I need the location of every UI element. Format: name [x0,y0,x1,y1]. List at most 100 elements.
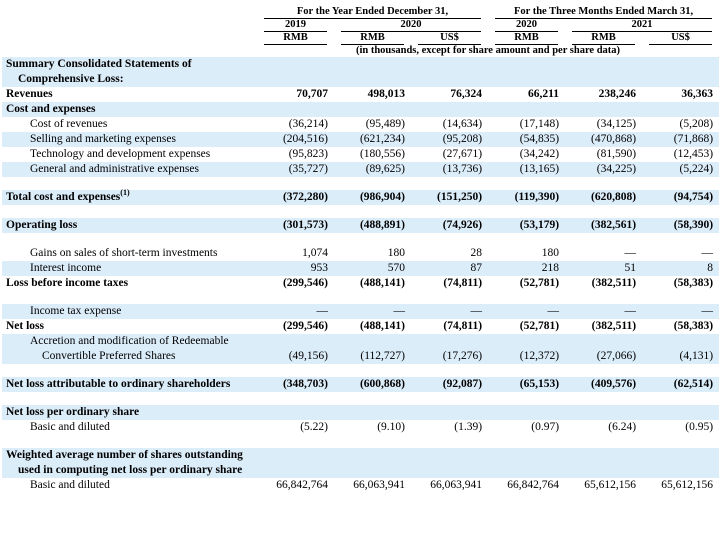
page: For the Year Ended December 31, For the T… [0,6,721,535]
value-cell: 36,363 [681,88,714,100]
empty-cell [2,19,257,32]
table-row: Weighted average number of shares outsta… [2,448,720,478]
value-cell: (299,546) [282,320,328,332]
value-cell: (17,276) [411,334,489,364]
value-cell: (1.39) [454,421,483,433]
row-label: Net loss attributable to ordinary shareh… [2,377,257,392]
value-cell: (151,250) [411,190,489,205]
row-label-text: General and administrative expenses [6,162,253,177]
value-cell: 66,063,941 [430,479,483,491]
value-cell: (204,516) [257,132,334,147]
row-label-text: Interest income [6,261,253,276]
table-row: RMB RMB US$ RMB RMB US$ [2,32,719,45]
row-label-text: Cost of revenues [6,117,253,132]
row-label-text: Accretion and modification of Redeemable… [6,334,262,364]
group-header-text: For the Three Months Ended March 31, [495,6,713,19]
value-cell: (299,546) [282,277,328,289]
row-label-text: Basic and diluted [6,478,253,493]
value-cell: (14,634) [442,118,483,130]
empty-cell [642,448,720,478]
currency-header-text: RMB [495,32,559,45]
value-cell: (301,573) [257,218,334,233]
row-label: Gains on sales of short-term investments [2,246,257,261]
value-cell: (95,823) [288,148,328,160]
value-cell: 953 [257,261,334,276]
table-row: Net loss (299,546) (488,141) (74,811) (52,78… [2,319,719,334]
value-cell: (382,511) [591,277,637,289]
value-cell: — [257,304,334,319]
value-cell: (488,891) [334,218,411,233]
value-cell: (409,576) [565,377,643,392]
value-cell: (488,141) [359,320,405,332]
value-cell: (34,225) [565,162,643,177]
value-cell: (470,868) [565,132,643,147]
currency-header: RMB [257,32,334,45]
empty-cell [565,448,643,478]
row-label: Net loss per ordinary share [2,405,257,420]
label-text: Summary Consolidated Statements of Compr… [6,58,192,85]
row-label-text: Selling and marketing expenses [6,132,253,147]
value-cell: (112,727) [334,334,411,364]
empty-cell [2,233,719,246]
value-cell: (74,811) [443,320,483,332]
row-label: Interest income [2,261,257,276]
value-cell: 28 [470,247,483,259]
currency-header-text: RMB [572,32,636,45]
footnote-mark: (1) [120,188,130,198]
table-row: For the Year Ended December 31, For the T… [2,6,719,19]
value-cell: (34,125) [596,118,637,130]
row-label: Selling and marketing expenses [2,132,257,147]
table-row: Total cost and expenses(1) (372,280) (986,… [2,188,720,205]
empty-cell [2,291,719,304]
row-label: Cost of revenues [2,117,257,132]
value-cell: (17,148) [519,118,560,130]
value-cell: (0.97) [531,421,560,433]
value-cell: (180,556) [359,148,405,160]
row-label-text: Weighted average number of shares outsta… [6,448,258,478]
value-cell: (600,868) [334,377,411,392]
row-label: Cost and expenses [2,102,257,117]
empty-cell [642,57,720,87]
value-cell: — [334,304,411,319]
currency-header: RMB [565,32,642,45]
value-cell: (34,242) [519,148,560,160]
value-cell: — [642,304,720,319]
currency-header: RMB [334,32,411,45]
row-label: Basic and diluted [2,478,257,493]
value-cell: 66,211 [528,88,560,100]
table-row: Technology and development expenses (95,8… [2,147,719,162]
table-row [2,435,719,448]
row-label: Income tax expense [2,304,257,319]
value-cell: (13,165) [488,162,566,177]
value-cell: (4,131) [642,334,720,364]
row-label: Operating loss [2,218,257,233]
value-cell: (12,453) [673,148,714,160]
value-cell: (52,781) [519,277,560,289]
value-cell: (348,703) [257,377,334,392]
empty-cell [2,32,257,45]
value-cell: — [701,247,714,259]
table-row: (in thousands, except for share amount a… [2,45,719,57]
empty-cell [488,448,566,478]
row-label: General and administrative expenses [2,162,257,177]
table-row: Interest income 953 570 87 218 51 8 [2,261,720,276]
row-label: Total cost and expenses(1) [2,188,257,205]
label-text: Net loss per ordinary share [6,406,140,418]
table-row: Basic and diluted 66,842,764 66,063,941 66,… [2,478,719,493]
row-label-text: Net loss attributable to ordinary shareh… [6,377,253,392]
value-cell: 51 [565,261,643,276]
row-label: Revenues [2,87,257,102]
row-label: Accretion and modification of Redeemable… [2,334,257,364]
row-label: Basic and diluted [2,420,257,435]
empty-cell [411,57,489,87]
empty-cell [257,448,334,478]
value-cell: (382,561) [565,218,643,233]
table-row: Loss before income taxes (299,546) (488,14… [2,276,719,291]
value-cell: — [565,304,643,319]
row-label-text: Net loss [6,319,253,334]
currency-header-text: US$ [418,32,482,45]
value-cell: (27,671) [442,148,483,160]
empty-cell [334,405,411,420]
row-label-text: Basic and diluted [6,420,253,435]
value-cell: (81,590) [596,148,637,160]
